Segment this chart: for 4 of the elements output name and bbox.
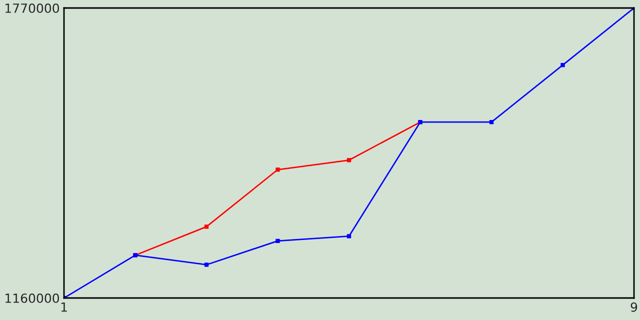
y-tick-label: 1160000 xyxy=(6,293,59,303)
y-tick-label: 1770000 xyxy=(6,3,59,13)
x-tick-label: 1 xyxy=(61,302,67,312)
x-tick-label: 9 xyxy=(630,302,638,312)
